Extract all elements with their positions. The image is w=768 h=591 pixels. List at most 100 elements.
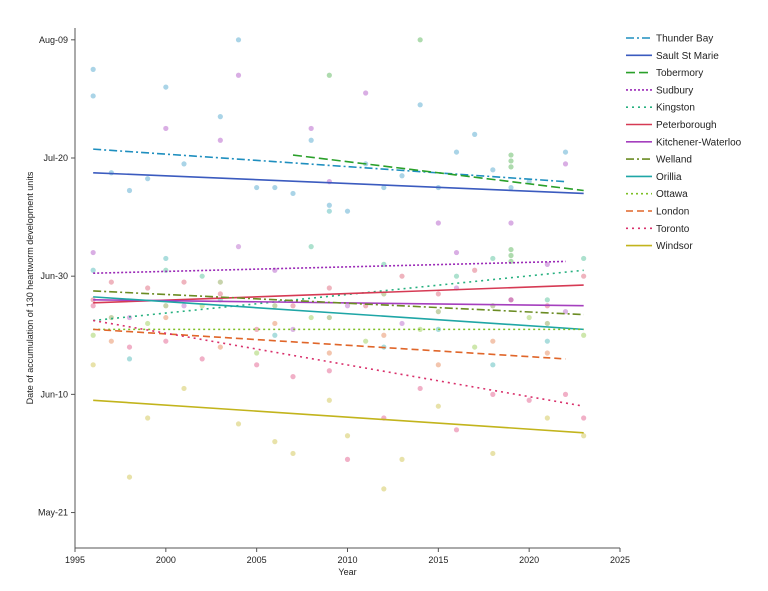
x-tick-label: 2015: [428, 555, 448, 565]
y-tick-label: May-21: [38, 508, 68, 518]
data-point: [126, 187, 133, 194]
data-point: [163, 338, 169, 344]
legend-entry: Tobermory: [656, 68, 703, 79]
data-point: [490, 391, 496, 397]
data-point: [472, 267, 478, 273]
data-point: [417, 102, 423, 108]
trend-line: [93, 296, 584, 331]
data-point: [435, 291, 441, 297]
data-point: [163, 125, 169, 132]
legend-entry: Peterborough: [656, 120, 717, 131]
data-point: [145, 415, 151, 421]
data-point: [581, 332, 587, 338]
data-point: [399, 173, 405, 179]
data-point: [344, 456, 351, 462]
data-point: [163, 84, 169, 90]
data-point: [417, 37, 423, 43]
axes: 1995 2000 2005 2010 2015 2020 2025 May-21 Jun-10…: [38, 28, 630, 565]
data-point: [472, 344, 478, 350]
data-point: [581, 273, 587, 279]
trend-line: [292, 154, 584, 192]
data-point: [181, 161, 187, 167]
data-point: [490, 167, 496, 173]
data-point: [326, 72, 332, 78]
data-point: [272, 439, 278, 445]
data-point: [217, 137, 223, 143]
data-point: [508, 252, 514, 259]
trend-line: [93, 284, 584, 304]
data-point: [90, 66, 96, 72]
data-point: [90, 332, 96, 338]
data-point: [508, 297, 514, 303]
data-point: [508, 184, 514, 191]
legend-entry: Kingston: [656, 103, 695, 114]
data-point: [126, 356, 133, 362]
data-point: [235, 72, 242, 78]
data-point: [308, 137, 314, 143]
data-point: [544, 415, 550, 421]
data-point: [254, 350, 260, 356]
data-point: [90, 362, 96, 368]
data-point: [544, 261, 550, 267]
data-point: [326, 368, 332, 374]
data-point: [544, 320, 550, 327]
data-point: [108, 279, 114, 285]
y-tick-label: Jul-20: [43, 153, 68, 163]
data-point: [126, 344, 133, 350]
data-point: [490, 450, 496, 457]
data-point: [235, 421, 242, 427]
data-point: [326, 350, 332, 356]
data-point: [399, 456, 405, 462]
data-point: [145, 285, 151, 291]
data-point: [399, 320, 405, 327]
data-point: [145, 176, 151, 182]
data-point: [453, 273, 460, 279]
data-point: [344, 208, 351, 214]
legend-entry: London: [656, 207, 689, 218]
data-point: [508, 246, 514, 253]
legend-entry: Orillia: [656, 172, 682, 183]
data-point: [490, 362, 496, 368]
data-point: [562, 161, 569, 167]
data-point: [235, 37, 242, 43]
data-point: [290, 190, 296, 197]
data-point: [217, 114, 223, 120]
data-point: [145, 320, 151, 327]
data-point: [235, 244, 242, 250]
data-point: [363, 90, 369, 96]
data-point: [381, 486, 387, 492]
data-point: [272, 184, 278, 191]
data-point: [254, 326, 260, 332]
data-point: [326, 208, 332, 214]
data-point: [435, 220, 441, 226]
data-point: [90, 93, 96, 99]
data-point: [108, 338, 114, 344]
data-point: [290, 326, 296, 332]
y-axis-title: Date of accumulation of 130 heartworm de…: [25, 171, 35, 404]
data-point: [272, 320, 278, 327]
legend-entry: Sudbury: [656, 85, 693, 96]
data-point: [544, 338, 550, 344]
legend-entry: Sault St Marie: [656, 51, 719, 62]
data-point: [435, 362, 441, 368]
data-point: [453, 249, 460, 256]
data-point: [181, 303, 187, 309]
data-point: [181, 385, 187, 392]
data-point: [163, 255, 169, 262]
legend-entry: Windsor: [656, 241, 693, 252]
data-point: [290, 450, 296, 457]
data-point: [562, 391, 569, 397]
data-point: [163, 314, 169, 321]
data-point: [435, 309, 441, 315]
data-point: [199, 273, 205, 279]
data-point: [254, 362, 260, 368]
data-point: [581, 255, 587, 262]
data-point: [126, 474, 133, 480]
data-point: [544, 350, 550, 356]
trend-line: [93, 290, 584, 316]
data-point: [490, 255, 496, 262]
x-tick-label: 2010: [337, 555, 357, 565]
y-tick-label: Jun-30: [40, 271, 68, 281]
data-point: [526, 314, 532, 321]
